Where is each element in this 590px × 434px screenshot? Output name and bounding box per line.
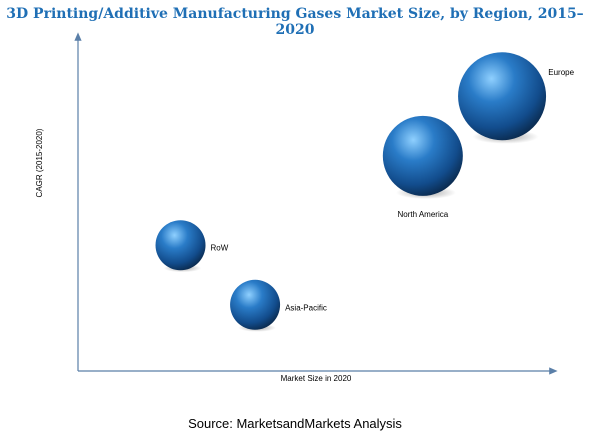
chart-title: 3D Printing/Additive Manufacturing Gases… xyxy=(6,6,584,38)
x-axis-label: Market Size in 2020 xyxy=(281,374,352,383)
bubble-point xyxy=(382,115,463,196)
bubble-label: Asia-Pacific xyxy=(285,303,327,312)
bubble-label: Europe xyxy=(548,68,574,77)
bubble-point xyxy=(230,279,281,330)
bubble-label: RoW xyxy=(211,244,229,253)
bubble-asia-pacific: Asia-Pacific xyxy=(230,279,327,332)
bubble-north-america: North America xyxy=(382,115,463,219)
bubble-point xyxy=(155,220,206,271)
bubble-row: RoW xyxy=(155,220,229,273)
y-axis-label: CAGR (2015-2020) xyxy=(35,128,44,197)
bubble-layer: Asia-Pacific RoW North America Europe xyxy=(155,52,575,332)
bubble-point xyxy=(458,52,547,141)
source-note: Source: MarketsandMarkets Analysis xyxy=(188,416,402,431)
bubble-label: North America xyxy=(397,210,448,219)
bubble-europe: Europe xyxy=(458,52,575,144)
